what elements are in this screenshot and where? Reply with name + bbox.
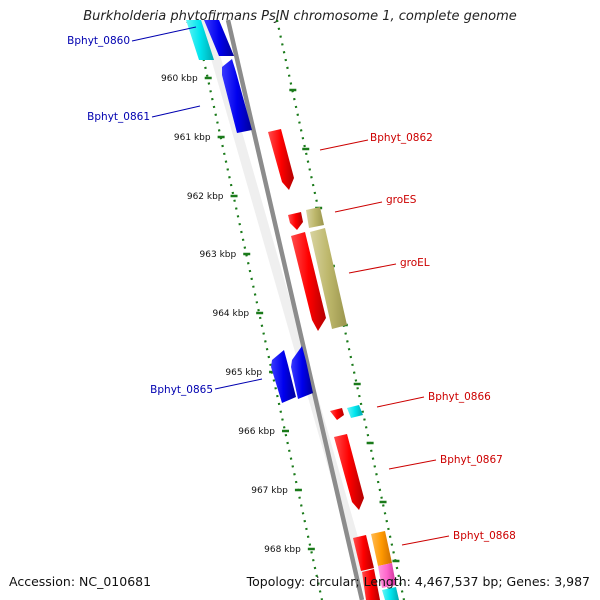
gene-label-leader (376, 396, 425, 408)
gene-label-leader (388, 459, 437, 470)
gene-label-leader (131, 26, 197, 42)
ruler-tick-label: 960 kbp (161, 74, 198, 84)
gene-feature-bphyt-0861[interactable] (222, 59, 252, 133)
gene-label[interactable]: Bphyt_0862 (370, 132, 433, 144)
gene-feature-bphyt-0865-a[interactable] (271, 350, 296, 403)
gene-feature-orange[interactable] (371, 531, 392, 566)
gene-label[interactable]: groES (386, 194, 417, 206)
ruler-tick-label: 961 kbp (174, 133, 211, 143)
topology-summary: Topology: circular; Length: 4,467,537 bp… (246, 574, 590, 589)
accession-text: Accession: NC_010681 (9, 574, 152, 589)
gene-label-leader (151, 105, 201, 118)
gene-feature-groel[interactable] (291, 232, 326, 331)
gene-label[interactable]: groEL (400, 257, 430, 269)
ruler-tick-label: 964 kbp (212, 309, 249, 319)
gene-label-leader (348, 263, 397, 274)
gene-label[interactable]: Bphyt_0860 (67, 35, 130, 47)
gene-label[interactable]: Bphyt_0865 (150, 384, 213, 396)
backbone-halo (200, 20, 376, 600)
gene-label-leader (401, 535, 450, 546)
gene-feature-bphyt-0860[interactable] (204, 20, 234, 56)
gene-feature-bphyt-0867[interactable] (334, 434, 364, 510)
gene-label[interactable]: Bphyt_0867 (440, 454, 503, 466)
gene-label[interactable]: Bphyt_0861 (87, 111, 150, 123)
gene-feature-groes-khaki[interactable] (306, 207, 324, 228)
gene-feature-groes[interactable] (288, 212, 303, 230)
gene-feature-red-bottom[interactable] (362, 569, 380, 600)
genome-backbone (225, 19, 365, 600)
gene-feature-pink[interactable] (378, 563, 396, 588)
gene-feature-bphyt-0868[interactable] (353, 535, 374, 571)
gene-label-leader (214, 378, 263, 390)
gene-label-leaders (131, 26, 450, 546)
ruler-tick-label: 965 kbp (225, 368, 262, 378)
gene-label-leader (334, 201, 383, 213)
gene-feature-bphyt-0862[interactable] (268, 129, 294, 190)
gene-label[interactable]: Bphyt_0868 (453, 530, 516, 542)
ruler-tick-label: 967 kbp (251, 486, 288, 496)
ruler-tick-label: 968 kbp (264, 545, 301, 555)
gene-feature-cyan-reverse[interactable] (186, 20, 214, 60)
gene-labels: Bphyt_0860 Bphyt_0861 Bphyt_0862 groES groEL… (67, 35, 516, 542)
gene-feature-cyan-bottom[interactable] (382, 587, 399, 600)
gene-features (186, 20, 399, 600)
gene-feature-bphyt-0865-b[interactable] (291, 346, 313, 399)
gene-label[interactable]: Bphyt_0866 (428, 391, 491, 403)
ruler-tick-label: 966 kbp (238, 427, 275, 437)
gene-feature-groel-khaki[interactable] (310, 228, 347, 329)
ruler-line-left (193, 19, 324, 600)
ruler-tick-label: 963 kbp (200, 250, 237, 260)
gene-feature-bphyt-0866-cyan[interactable] (347, 405, 363, 418)
gene-label-leader (319, 139, 369, 151)
ruler-tick-label: 962 kbp (187, 192, 224, 202)
gene-feature-bphyt-0866[interactable] (330, 408, 344, 420)
